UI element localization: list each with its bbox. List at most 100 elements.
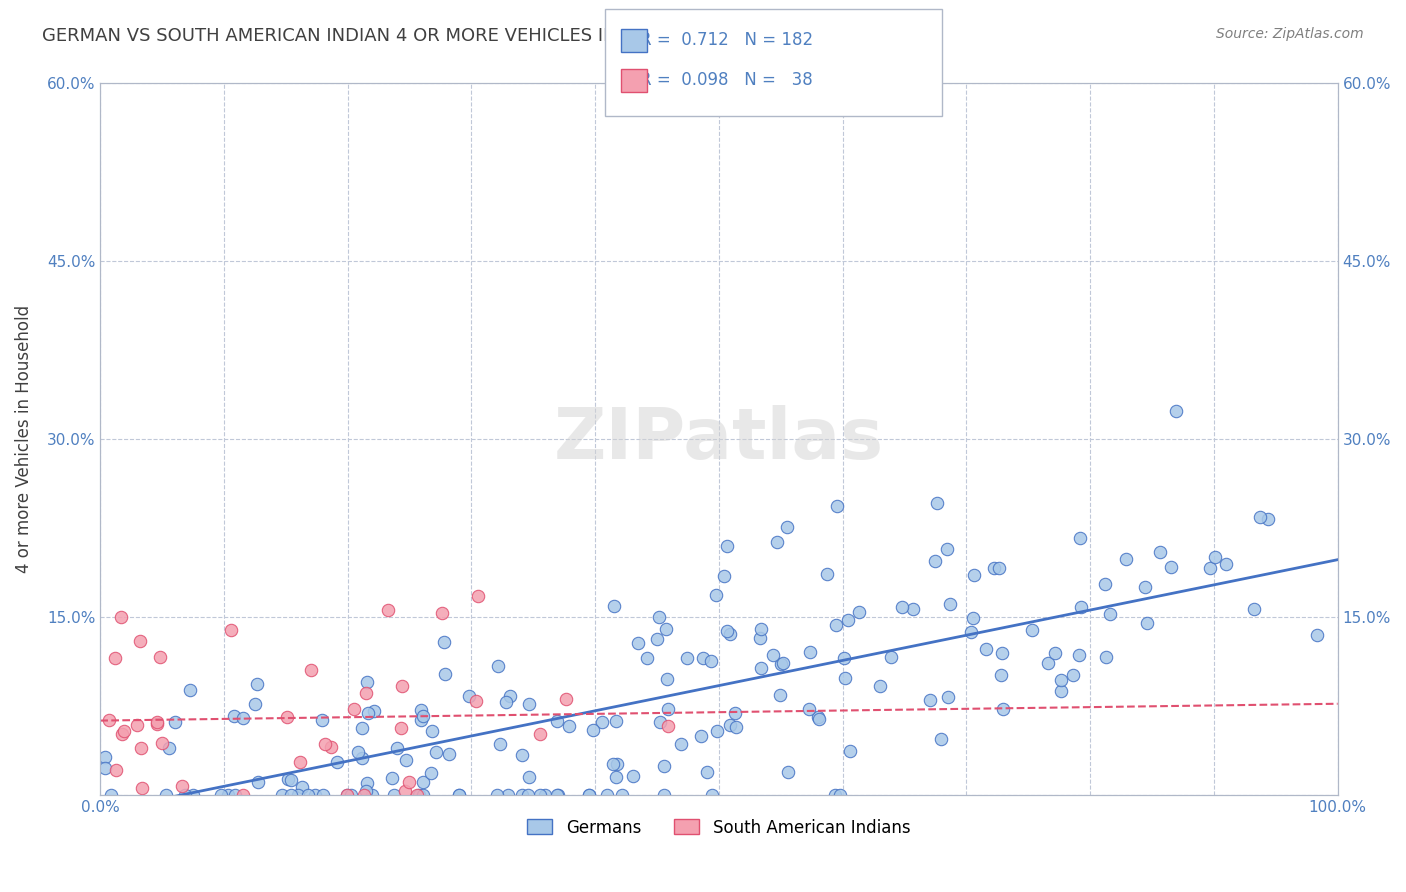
Point: [591, 714, 613, 729]
Point: [1136, 615, 1159, 630]
Point: [596, 788, 619, 802]
Point: [94, 761, 117, 775]
Point: [815, 567, 838, 582]
Point: [1257, 512, 1279, 526]
Point: [174, 788, 197, 802]
Point: [839, 743, 862, 757]
Point: [155, 788, 177, 802]
Point: [848, 605, 870, 619]
Point: [578, 788, 600, 802]
Point: [650, 715, 672, 730]
Point: [828, 788, 851, 802]
Point: [382, 788, 405, 802]
Point: [271, 788, 294, 802]
Point: [533, 788, 555, 802]
Point: [433, 634, 456, 648]
Point: [280, 788, 302, 802]
Point: [129, 740, 152, 755]
Y-axis label: 4 or more Vehicles in Household: 4 or more Vehicles in Household: [15, 305, 32, 574]
Point: [127, 717, 149, 731]
Point: [529, 788, 551, 802]
Point: [363, 704, 385, 718]
Point: [605, 714, 627, 728]
Point: [529, 727, 551, 741]
Point: [111, 726, 134, 740]
Point: [983, 561, 1005, 575]
Point: [288, 755, 311, 769]
Point: [648, 610, 671, 624]
Point: [246, 775, 269, 789]
Point: [581, 723, 603, 737]
Point: [652, 788, 675, 802]
Point: [339, 788, 361, 802]
Point: [464, 694, 486, 708]
Point: [510, 748, 533, 763]
Point: [939, 597, 962, 611]
Point: [903, 601, 925, 615]
Point: [1094, 649, 1116, 664]
Point: [224, 788, 246, 802]
Point: [146, 716, 169, 731]
Point: [776, 520, 799, 534]
Point: [770, 657, 793, 672]
Point: [654, 622, 676, 636]
Point: [112, 723, 135, 738]
Point: [517, 788, 540, 802]
Point: [991, 646, 1014, 660]
Point: [280, 772, 302, 787]
Point: [1160, 560, 1182, 574]
Point: [1115, 552, 1137, 566]
Point: [555, 692, 578, 706]
Point: [232, 711, 254, 725]
Point: [825, 499, 848, 513]
Point: [991, 702, 1014, 716]
Point: [713, 568, 735, 582]
Point: [409, 713, 432, 727]
Point: [1070, 599, 1092, 614]
Point: [690, 729, 713, 743]
Point: [927, 496, 949, 510]
Point: [799, 645, 821, 659]
Point: [610, 788, 633, 802]
Point: [304, 788, 326, 802]
Point: [391, 679, 413, 693]
Point: [605, 770, 627, 784]
Point: [243, 697, 266, 711]
Point: [776, 765, 799, 780]
Point: [627, 636, 650, 650]
Point: [962, 611, 984, 625]
Point: [356, 775, 378, 789]
Point: [352, 721, 374, 735]
Point: [447, 788, 470, 802]
Point: [170, 779, 193, 793]
Point: [100, 788, 122, 802]
Point: [557, 719, 579, 733]
Point: [299, 663, 322, 677]
Point: [724, 720, 747, 734]
Point: [880, 649, 903, 664]
Point: [1067, 648, 1090, 663]
Point: [104, 651, 127, 665]
Point: [389, 722, 412, 736]
Point: [287, 788, 309, 802]
Text: Source: ZipAtlas.com: Source: ZipAtlas.com: [1216, 27, 1364, 41]
Point: [832, 650, 855, 665]
Point: [700, 654, 723, 668]
Point: [1099, 607, 1122, 621]
Point: [356, 686, 378, 700]
Point: [447, 788, 470, 802]
Point: [1036, 656, 1059, 670]
Point: [1050, 673, 1073, 688]
Point: [326, 755, 349, 769]
Point: [1249, 510, 1271, 524]
Point: [974, 642, 997, 657]
Point: [336, 788, 359, 802]
Point: [1164, 403, 1187, 417]
Point: [246, 677, 269, 691]
Point: [343, 702, 366, 716]
Point: [718, 718, 741, 732]
Point: [335, 788, 357, 802]
Point: [751, 661, 773, 675]
Point: [510, 788, 533, 802]
Point: [356, 784, 378, 798]
